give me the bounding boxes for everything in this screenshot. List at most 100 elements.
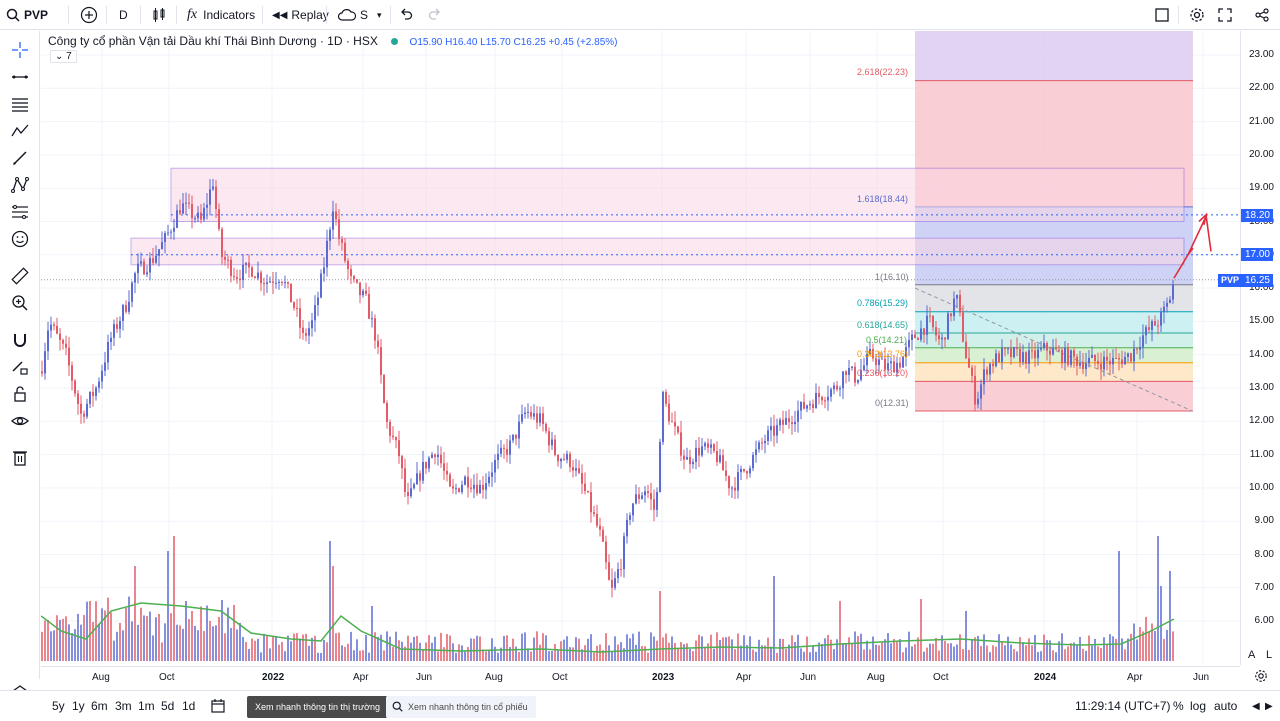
remove-drawings-tool[interactable] [8, 445, 32, 469]
candle-body [569, 453, 571, 468]
candle-body [650, 493, 652, 500]
redo-button[interactable] [428, 0, 442, 30]
candle-body [434, 454, 436, 458]
fib-label-1: 1(16.10) [875, 272, 909, 282]
candle-body [926, 315, 928, 335]
emoji-tool[interactable] [8, 227, 32, 251]
pattern-tool[interactable] [8, 119, 32, 143]
candle-body [1052, 347, 1054, 355]
lock-drawings-tool[interactable] [8, 355, 32, 379]
volume-bar [1148, 631, 1150, 661]
scroll-right-button[interactable]: ▶ [1265, 691, 1273, 721]
candle-body [194, 218, 196, 220]
timezone-clock[interactable]: 11:29:14 (UTC+7) [1075, 691, 1171, 721]
range-button-6m[interactable]: 6m [91, 699, 108, 713]
volume-bar [695, 640, 697, 661]
candle-body [422, 461, 424, 481]
volume-bar [893, 639, 895, 661]
volume-bar [470, 638, 472, 661]
candle-body [143, 261, 145, 275]
ruler-tool[interactable] [8, 264, 32, 288]
fib-zone-1 [915, 284, 1193, 312]
candle-body [1088, 357, 1090, 364]
range-button-5d[interactable]: 5d [161, 699, 175, 713]
trash-icon [13, 451, 27, 466]
lines-icon [12, 98, 28, 112]
candle-body [179, 210, 181, 214]
candle-body [704, 443, 706, 447]
volume-bar [980, 646, 982, 661]
fullscreen-layout-button[interactable] [1155, 0, 1169, 30]
node-tool[interactable] [8, 173, 32, 197]
chart-type-button[interactable] [151, 0, 167, 30]
crosshair-tool[interactable] [8, 38, 32, 62]
volume-bar [971, 639, 973, 661]
scroll-left-button[interactable]: ◀ [1252, 691, 1260, 721]
candle-body [122, 305, 124, 321]
volume-bar [599, 644, 601, 661]
range-button-1y[interactable]: 1y [72, 699, 85, 713]
fib-trend-line [914, 287, 1194, 412]
auto-button[interactable]: auto [1214, 691, 1237, 721]
volume-bar [143, 615, 145, 661]
candle-body [794, 421, 796, 425]
symbol-search[interactable]: PVP [6, 0, 48, 30]
volume-bar [485, 651, 487, 661]
fib-tool[interactable] [8, 200, 32, 224]
volume-bar [881, 641, 883, 661]
candle-body [632, 503, 634, 516]
compare-button[interactable] [80, 0, 98, 30]
volume-bar [569, 647, 571, 661]
share-button[interactable] [1255, 0, 1269, 30]
volume-bar [503, 635, 505, 661]
auto-scale-button[interactable]: A [1248, 649, 1256, 661]
volume-bar [686, 643, 688, 661]
range-button-1m[interactable]: 1m [138, 699, 155, 713]
candle-body [533, 413, 535, 417]
volume-bar [482, 649, 484, 661]
lock-tool[interactable] [8, 382, 32, 406]
volume-bar [968, 649, 970, 661]
volume-bar [746, 645, 748, 661]
candle-body [587, 491, 589, 493]
cloud-layout-button[interactable]: S ▾ [337, 0, 382, 30]
chart-pane[interactable] [41, 31, 1240, 665]
fib-zone-0382 [915, 362, 1193, 382]
fullscreen-button[interactable] [1218, 0, 1232, 30]
market-overview-button[interactable]: Xem nhanh thông tin thị trường [247, 696, 389, 718]
undo-button[interactable] [399, 0, 413, 30]
percent-scale-button[interactable]: % [1173, 691, 1184, 721]
interval-button[interactable]: D [119, 0, 128, 30]
horizontal-lines-tool[interactable] [8, 92, 32, 116]
indicators-button[interactable]: fx Indicators [187, 0, 255, 30]
range-button-1d[interactable]: 1d [182, 699, 196, 713]
volume-bar [947, 643, 949, 661]
time-axis[interactable]: Aug Oct 2022 Apr Jun Aug Oct 2023 Apr Jun Aug Oct 20… [41, 666, 1240, 688]
range-button-5y[interactable]: 5y [52, 699, 65, 713]
volume-bar [1145, 616, 1147, 661]
range-button-3m[interactable]: 3m [115, 699, 132, 713]
candle-body [728, 476, 730, 489]
visibility-tool[interactable] [8, 409, 32, 433]
brush-tool[interactable] [8, 146, 32, 170]
log-scale-button[interactable]: L [1266, 649, 1273, 661]
volume-bar [1136, 639, 1138, 661]
volume-bar [734, 649, 736, 661]
candle-body [131, 282, 133, 302]
settings-button[interactable] [1189, 0, 1205, 30]
replay-button[interactable]: ◀◀ Replay [272, 0, 329, 30]
goto-date-button[interactable] [210, 691, 226, 721]
volume-bar [725, 637, 727, 661]
axis-settings-button[interactable] [1254, 669, 1268, 688]
price-axis[interactable]: 23.0022.0021.0020.0019.0018.0017.0016.00… [1240, 31, 1280, 665]
trend-line-tool[interactable] [8, 65, 32, 89]
zoom-tool[interactable] [8, 291, 32, 315]
candle-body [482, 484, 484, 490]
volume-bar [140, 607, 142, 661]
log-button[interactable]: log [1190, 691, 1206, 721]
candle-body [929, 315, 931, 317]
stock-overview-button[interactable]: Xem nhanh thông tin cổ phiếu [386, 696, 536, 718]
indicators-collapse-button[interactable]: ⌄ 7 [50, 50, 77, 63]
candle-body [719, 455, 721, 463]
magnet-tool[interactable] [8, 328, 32, 352]
